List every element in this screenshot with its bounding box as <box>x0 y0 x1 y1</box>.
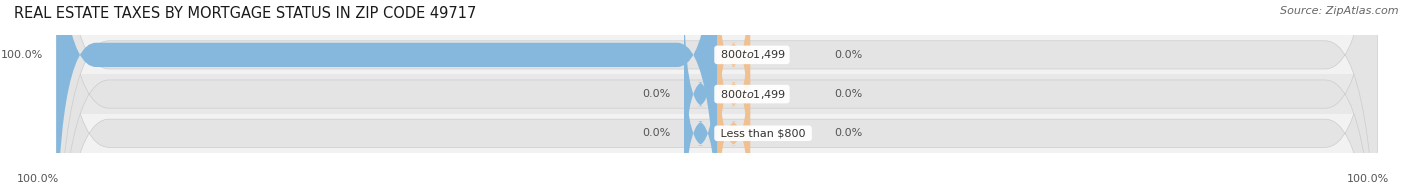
Text: $800 to $1,499: $800 to $1,499 <box>717 88 787 101</box>
FancyBboxPatch shape <box>56 0 1378 196</box>
Text: Less than $800: Less than $800 <box>717 128 808 138</box>
FancyBboxPatch shape <box>717 0 751 160</box>
Text: 0.0%: 0.0% <box>834 128 862 138</box>
Text: 0.0%: 0.0% <box>834 50 862 60</box>
FancyBboxPatch shape <box>56 0 1378 196</box>
FancyBboxPatch shape <box>717 0 751 196</box>
Text: $800 to $1,499: $800 to $1,499 <box>717 48 787 61</box>
Text: Source: ZipAtlas.com: Source: ZipAtlas.com <box>1281 6 1399 16</box>
Bar <box>56 74 1378 114</box>
FancyBboxPatch shape <box>717 28 751 196</box>
Text: 0.0%: 0.0% <box>643 89 671 99</box>
Text: 100.0%: 100.0% <box>1347 174 1389 184</box>
FancyBboxPatch shape <box>685 28 717 196</box>
Text: 0.0%: 0.0% <box>834 89 862 99</box>
FancyBboxPatch shape <box>685 0 717 196</box>
Text: 100.0%: 100.0% <box>1 50 44 60</box>
Bar <box>56 35 1378 74</box>
FancyBboxPatch shape <box>56 0 717 196</box>
Bar <box>56 114 1378 153</box>
FancyBboxPatch shape <box>56 0 1378 196</box>
Text: 100.0%: 100.0% <box>17 174 59 184</box>
Text: 0.0%: 0.0% <box>643 128 671 138</box>
Text: REAL ESTATE TAXES BY MORTGAGE STATUS IN ZIP CODE 49717: REAL ESTATE TAXES BY MORTGAGE STATUS IN … <box>14 6 477 21</box>
